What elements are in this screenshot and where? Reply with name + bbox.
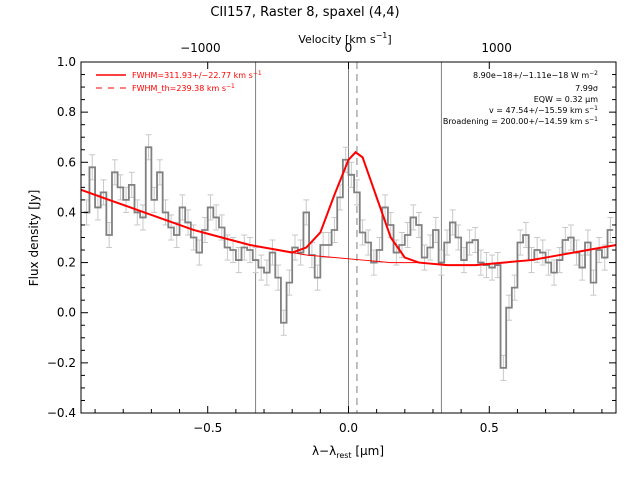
reference-lines xyxy=(255,62,442,413)
y-tick-label-4: 0.4 xyxy=(57,205,76,219)
legend: FWHM=311.93+/−22.77 km s−1 FWHM_th=239.3… xyxy=(96,70,262,93)
series-layer xyxy=(80,146,617,369)
annotation-sigma: 7.99σ xyxy=(575,84,598,93)
top-tick-label-0: −1000 xyxy=(180,41,221,55)
y-tick-label-2: 0.0 xyxy=(57,306,76,320)
spectrum-data-line xyxy=(83,146,614,369)
y-tick-label-6: 0.8 xyxy=(57,105,76,119)
y-tick-label-1: −0.2 xyxy=(47,356,76,370)
chart-title: CII157, Raster 8, spaxel (4,4) xyxy=(210,5,399,20)
annotation-broadening: Broadening = 200.00+/−14.59 km s−1 xyxy=(443,116,598,126)
fit-annotations: 8.90e−18+/−1.11e−18 W m−2 7.99σ EQW = 0.… xyxy=(443,70,598,126)
x-tick-label-0: −0.5 xyxy=(193,421,222,435)
y-tick-label-5: 0.6 xyxy=(57,155,76,169)
y-tick-label-0: −0.4 xyxy=(47,406,76,420)
annotation-velocity: v = 47.54+/−15.59 km s−1 xyxy=(489,105,598,115)
top-tick-label-2: 1000 xyxy=(481,41,512,55)
top-tick-label-1: 0 xyxy=(345,41,353,55)
x-tick-label-2: 0.5 xyxy=(480,421,499,435)
annotation-flux: 8.90e−18+/−1.11e−18 W m−2 xyxy=(473,70,598,80)
axis-ticks: −0.5 0.0 0.5 −0.4 −0.2 0.0 0.2 0.4 0.6 0.8 1.0 −100… xyxy=(47,41,616,435)
x-tick-label-1: 0.0 xyxy=(339,421,358,435)
x-axis-label: λ−λrest [μm] xyxy=(312,444,384,460)
legend-label-fwhm: FWHM=311.93+/−22.77 km s−1 xyxy=(132,70,262,80)
fit-thermal-line xyxy=(80,189,617,266)
annotation-eqw: EQW = 0.32 μm xyxy=(534,95,598,104)
legend-label-fwhm-th: FWHM_th=239.38 km s−1 xyxy=(132,83,235,93)
top-axis-label: Velocity [km s−1] xyxy=(298,31,391,46)
y-tick-label-7: 1.0 xyxy=(57,55,76,69)
y-tick-label-3: 0.2 xyxy=(57,256,76,270)
y-axis-label: Flux density [Jy] xyxy=(27,190,41,287)
